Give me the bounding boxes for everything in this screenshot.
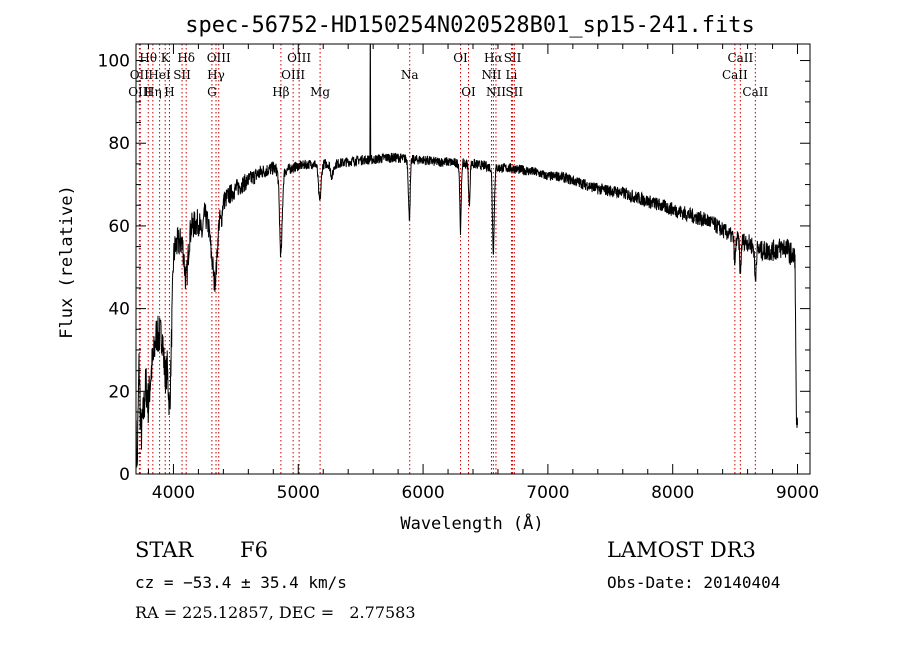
- line-label: OIII: [281, 68, 305, 82]
- line-label: SII: [173, 68, 191, 82]
- line-label: NII: [481, 68, 501, 82]
- line-label: Hγ: [207, 68, 225, 82]
- x-tick-label: 4000: [152, 483, 195, 503]
- redshift-text: cz = −53.4 ± 35.4 km/s: [135, 573, 347, 592]
- line-label: Li: [506, 68, 518, 82]
- object-subclass: F6: [240, 538, 268, 562]
- obs-date: Obs-Date: 20140404: [607, 573, 781, 592]
- line-label: Na: [401, 68, 419, 82]
- line-label: HeI: [148, 68, 171, 82]
- line-label: CaII: [727, 51, 753, 65]
- x-axis-label: Wavelength (Å): [400, 512, 543, 534]
- line-label: CaII: [742, 85, 768, 99]
- line-label: OIII: [128, 85, 152, 99]
- plot-frame: [135, 43, 811, 475]
- line-label: SII: [504, 51, 522, 65]
- survey-name: LAMOST DR3: [607, 538, 756, 562]
- x-tick-label: 7000: [526, 483, 569, 503]
- line-label: OIII: [207, 51, 231, 65]
- y-tick-label: 60: [108, 217, 130, 237]
- coordinates: RA = 225.12857, DEC = 2.77583: [135, 603, 416, 622]
- y-axis-label: Flux (relative): [57, 185, 77, 339]
- x-tick-label: 5000: [277, 483, 320, 503]
- x-tick-label: 9000: [776, 483, 819, 503]
- x-axis-ticks: 4000 5000 6000 7000 8000 9000: [147, 44, 819, 503]
- line-label: OIII: [287, 51, 311, 65]
- line-label: Hθ: [139, 51, 157, 65]
- line-label: Hδ: [177, 51, 195, 65]
- line-label: G: [207, 85, 217, 99]
- y-tick-label: 20: [108, 382, 130, 402]
- flux-series-line: [135, 43, 798, 468]
- line-label: Mg: [310, 85, 330, 99]
- line-label: Hα: [484, 51, 503, 65]
- y-tick-label: 40: [108, 300, 130, 320]
- object-class: STAR: [135, 538, 194, 562]
- line-label: CaII: [722, 68, 748, 82]
- line-label: Hη: [144, 85, 162, 99]
- y-tick-label: 100: [98, 52, 130, 72]
- line-label: H: [164, 85, 174, 99]
- line-label: Hβ: [272, 85, 289, 99]
- line-label: OII: [130, 68, 150, 82]
- line-label: NII: [486, 85, 506, 99]
- x-tick-label: 6000: [401, 483, 444, 503]
- line-label: K: [161, 51, 171, 65]
- line-label: OI: [461, 85, 476, 99]
- line-label: OI: [453, 51, 468, 65]
- line-label: SII: [505, 85, 523, 99]
- y-axis-ticks: 0 20 40 60 80 100: [98, 52, 810, 485]
- y-tick-label: 0: [119, 465, 130, 485]
- chart-title: spec-56752-HD150254N020528B01_sp15-241.f…: [185, 13, 755, 38]
- y-tick-label: 80: [108, 134, 130, 154]
- x-tick-label: 8000: [651, 483, 694, 503]
